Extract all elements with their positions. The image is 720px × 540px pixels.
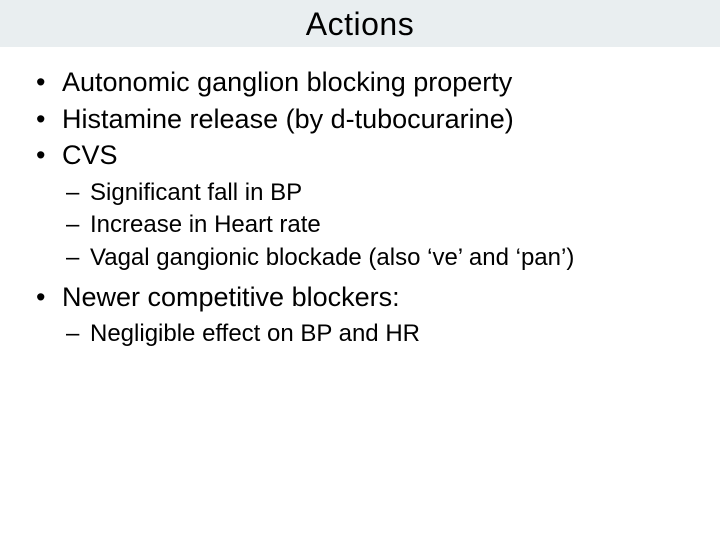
bullet-item: Autonomic ganglion blocking property [28, 65, 692, 100]
title-band: Actions [0, 0, 720, 47]
sub-bullet-item: Negligible effect on BP and HR [62, 318, 692, 350]
bullet-text: Histamine release (by d-tubocurarine) [62, 104, 514, 134]
bullet-text: CVS [62, 140, 118, 170]
bullet-list-level1: Autonomic ganglion blocking property His… [28, 65, 692, 350]
bullet-item: CVS Significant fall in BP Increase in H… [28, 138, 692, 274]
bullet-item: Newer competitive blockers: Negligible e… [28, 280, 692, 350]
sub-bullet-text: Vagal gangionic blockade (also ‘ve’ and … [90, 244, 574, 271]
sub-bullet-text: Increase in Heart rate [90, 211, 321, 238]
slide-title: Actions [0, 6, 720, 43]
sub-bullet-item: Vagal gangionic blockade (also ‘ve’ and … [62, 242, 692, 274]
slide-content: Autonomic ganglion blocking property His… [0, 47, 720, 350]
sub-bullet-item: Significant fall in BP [62, 177, 692, 209]
bullet-item: Histamine release (by d-tubocurarine) [28, 102, 692, 137]
sub-bullet-text: Significant fall in BP [90, 179, 302, 206]
sub-bullet-text: Negligible effect on BP and HR [90, 320, 420, 347]
bullet-list-level2: Negligible effect on BP and HR [62, 318, 692, 350]
bullet-list-level2: Significant fall in BP Increase in Heart… [62, 177, 692, 274]
sub-bullet-item: Increase in Heart rate [62, 209, 692, 241]
bullet-text: Newer competitive blockers: [62, 282, 400, 312]
bullet-text: Autonomic ganglion blocking property [62, 67, 512, 97]
